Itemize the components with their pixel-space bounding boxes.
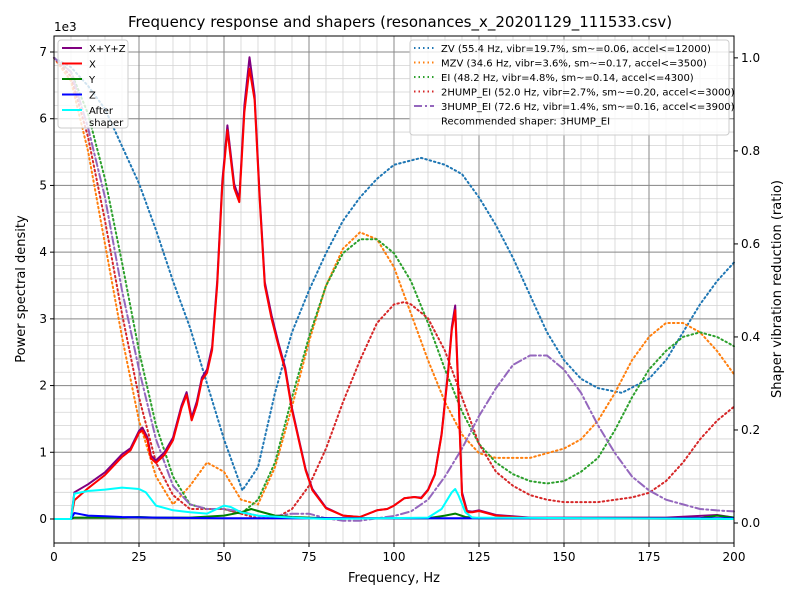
legend-label: ZV (55.4 Hz, vibr=19.7%, sm~=0.06, accel…: [441, 44, 711, 55]
psd-line-after-shaper: [54, 486, 735, 520]
legend-label: 2HUMP_EI (52.0 Hz, vibr=2.7%, sm~=0.20, …: [441, 88, 735, 99]
legend-label: 3HUMP_EI (72.6 Hz, vibr=1.4%, sm~=0.16, …: [441, 102, 735, 113]
y-offset-label: 1e3: [54, 20, 77, 34]
y-tick-label: 7: [39, 45, 47, 59]
x-axis-label: Frequency, Hz: [348, 571, 440, 586]
y-right-tick-label: 0.0: [741, 516, 760, 530]
x-tick-label: 75: [301, 550, 316, 564]
legend-label: MZV (34.6 Hz, vibr=3.6%, sm~=0.17, accel…: [441, 59, 707, 70]
legend-label: Z: [89, 91, 96, 102]
shaper-line-mzv: [53, 56, 735, 507]
shaper-line-ei: [53, 56, 735, 515]
y-tick-label: 1: [39, 445, 47, 459]
legend-label: Y: [88, 75, 96, 86]
y-tick-label: 6: [39, 112, 47, 126]
y-right-tick-label: 0.4: [741, 330, 760, 344]
y-tick-label: 4: [39, 245, 47, 259]
shaper-line-2hump-ei: [53, 56, 735, 520]
legend-label: After: [89, 106, 114, 117]
x-tick-label: 125: [468, 550, 491, 564]
legend-label: X+Y+Z: [89, 44, 126, 55]
psd-line-x: [54, 67, 735, 520]
x-tick-label: 100: [383, 550, 406, 564]
x-tick-label: 200: [723, 550, 746, 564]
legend-label: EI (48.2 Hz, vibr=4.8%, sm~=0.14, accel<…: [441, 73, 694, 84]
y-right-tick-label: 1.0: [741, 51, 760, 65]
y-tick-label: 2: [39, 379, 47, 393]
x-tick-label: 0: [50, 550, 58, 564]
series-group: [53, 56, 735, 522]
legend-shapers-box: [409, 39, 730, 136]
y-tick-label: 3: [39, 312, 47, 326]
y-tick-label: 0: [39, 512, 47, 526]
grid: [53, 36, 735, 543]
y-axis-label: Power spectral density: [14, 215, 29, 363]
y-right-tick-label: 0.2: [741, 423, 760, 437]
legend-label: X: [89, 60, 96, 71]
legend-recommendation: Recommended shaper: 3HUMP_EI: [441, 117, 610, 128]
y-right-tick-label: 0.8: [741, 144, 760, 158]
y-tick-label: 5: [39, 178, 47, 192]
legend-label: shaper: [89, 118, 124, 129]
y-right-tick-label: 0.6: [741, 237, 760, 251]
shaper-line-zv: [53, 56, 735, 493]
x-tick-label: 25: [131, 550, 146, 564]
y-axis-right-label: Shaper vibration reduction (ratio): [770, 180, 785, 398]
x-tick-label: 150: [553, 550, 576, 564]
legend-shapers: ZV (55.4 Hz, vibr=19.7%, sm~=0.06, accel…: [409, 39, 735, 136]
shaper-line-3hump-ei: [53, 56, 735, 522]
legend-psd-box: [57, 39, 129, 129]
ticks: 0 25 50 75 100 125 150 175 200 0 1 2 3 4 5 6 7 0.0 0.2 0.4 0…: [39, 45, 760, 564]
chart-title: Frequency response and shapers (resonanc…: [128, 13, 672, 32]
x-tick-label: 175: [638, 550, 661, 564]
x-tick-label: 50: [216, 550, 231, 564]
